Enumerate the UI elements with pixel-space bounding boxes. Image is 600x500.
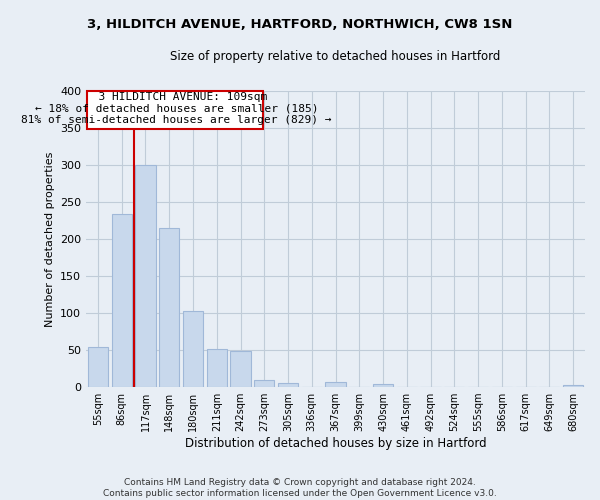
Bar: [563, 385, 583, 387]
FancyBboxPatch shape: [87, 90, 263, 129]
Bar: [88, 347, 108, 387]
Bar: [206, 348, 227, 387]
X-axis label: Distribution of detached houses by size in Hartford: Distribution of detached houses by size …: [185, 437, 487, 450]
Y-axis label: Number of detached properties: Number of detached properties: [44, 151, 55, 326]
Text: 3 HILDITCH AVENUE: 109sqm
← 18% of detached houses are smaller (185)
81% of semi: 3 HILDITCH AVENUE: 109sqm ← 18% of detac…: [21, 92, 332, 125]
Bar: [112, 214, 132, 387]
Bar: [136, 166, 155, 387]
Bar: [254, 380, 274, 387]
Bar: [183, 310, 203, 387]
Bar: [373, 384, 393, 387]
Bar: [278, 382, 298, 387]
Text: Contains HM Land Registry data © Crown copyright and database right 2024.
Contai: Contains HM Land Registry data © Crown c…: [103, 478, 497, 498]
Bar: [230, 351, 251, 387]
Bar: [325, 382, 346, 387]
Bar: [159, 228, 179, 387]
Title: Size of property relative to detached houses in Hartford: Size of property relative to detached ho…: [170, 50, 501, 63]
Text: 3, HILDITCH AVENUE, HARTFORD, NORTHWICH, CW8 1SN: 3, HILDITCH AVENUE, HARTFORD, NORTHWICH,…: [88, 18, 512, 30]
